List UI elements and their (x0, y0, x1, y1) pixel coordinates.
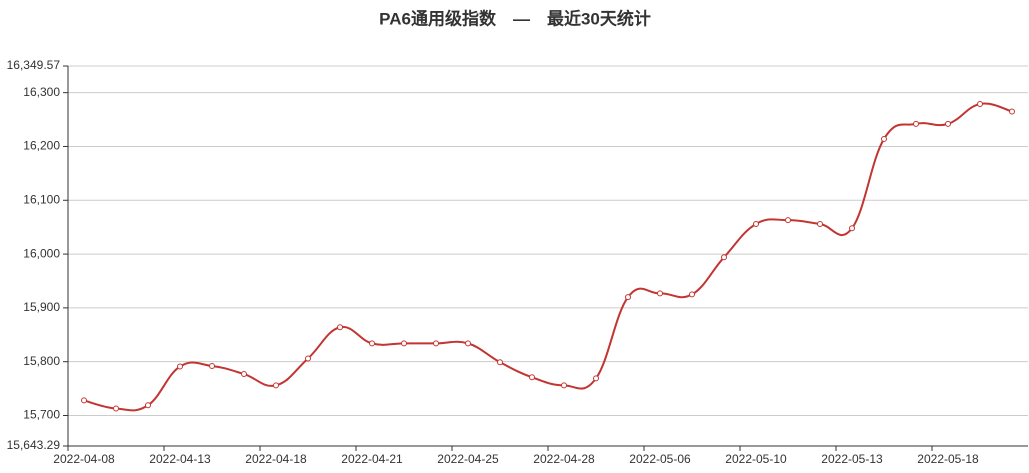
y-tick-label: 16,100 (23, 192, 60, 206)
point (657, 290, 663, 297)
point (753, 220, 759, 227)
point (369, 340, 375, 347)
x-tick-label: 2022-05-06 (629, 452, 691, 466)
point (529, 374, 535, 381)
line (83, 102, 1013, 412)
chart-title: PA6通用级指数 — 最近30天统计 (379, 8, 651, 28)
y-tick-label: 16,349.57 (7, 58, 61, 72)
point (433, 340, 439, 347)
x-tick-label: 2022-04-08 (53, 452, 115, 466)
point (241, 371, 247, 378)
point (497, 359, 503, 366)
y-tick-label: 16,200 (23, 139, 60, 153)
point (337, 324, 343, 331)
x-tick-label: 2022-04-13 (149, 452, 211, 466)
point (593, 375, 599, 382)
point (113, 405, 119, 412)
y-tick-label: 15,900 (23, 300, 60, 314)
point (561, 382, 567, 389)
point (81, 397, 87, 404)
y-tick-label: 15,700 (23, 408, 60, 422)
point (177, 363, 183, 370)
point (401, 340, 407, 347)
point (817, 220, 823, 227)
point (209, 362, 215, 369)
point (913, 120, 919, 127)
point (689, 291, 695, 298)
x-tick-label: 2022-04-25 (437, 452, 499, 466)
y-tick-label: 16,300 (23, 85, 60, 99)
point (945, 120, 951, 127)
y-tick-label: 15,643.29 (7, 438, 61, 452)
point (881, 135, 887, 142)
point (977, 100, 983, 107)
x-tick-label: 2022-04-21 (341, 452, 403, 466)
point (721, 254, 727, 261)
point (305, 355, 311, 362)
point (849, 225, 855, 232)
point (1009, 108, 1015, 115)
y-tick-label: 15,800 (23, 354, 60, 368)
x-tick-label: 2022-04-28 (533, 452, 595, 466)
x-tick-label: 2022-04-18 (245, 452, 307, 466)
x-tick-label: 2022-05-10 (725, 452, 787, 466)
point (145, 402, 151, 409)
x-tick-label: 2022-05-18 (917, 452, 979, 466)
point (273, 382, 279, 389)
x-tick-label: 2022-05-13 (821, 452, 883, 466)
point (785, 217, 791, 224)
y-tick-label: 16,000 (23, 246, 60, 260)
point (465, 340, 471, 347)
point (625, 294, 631, 301)
